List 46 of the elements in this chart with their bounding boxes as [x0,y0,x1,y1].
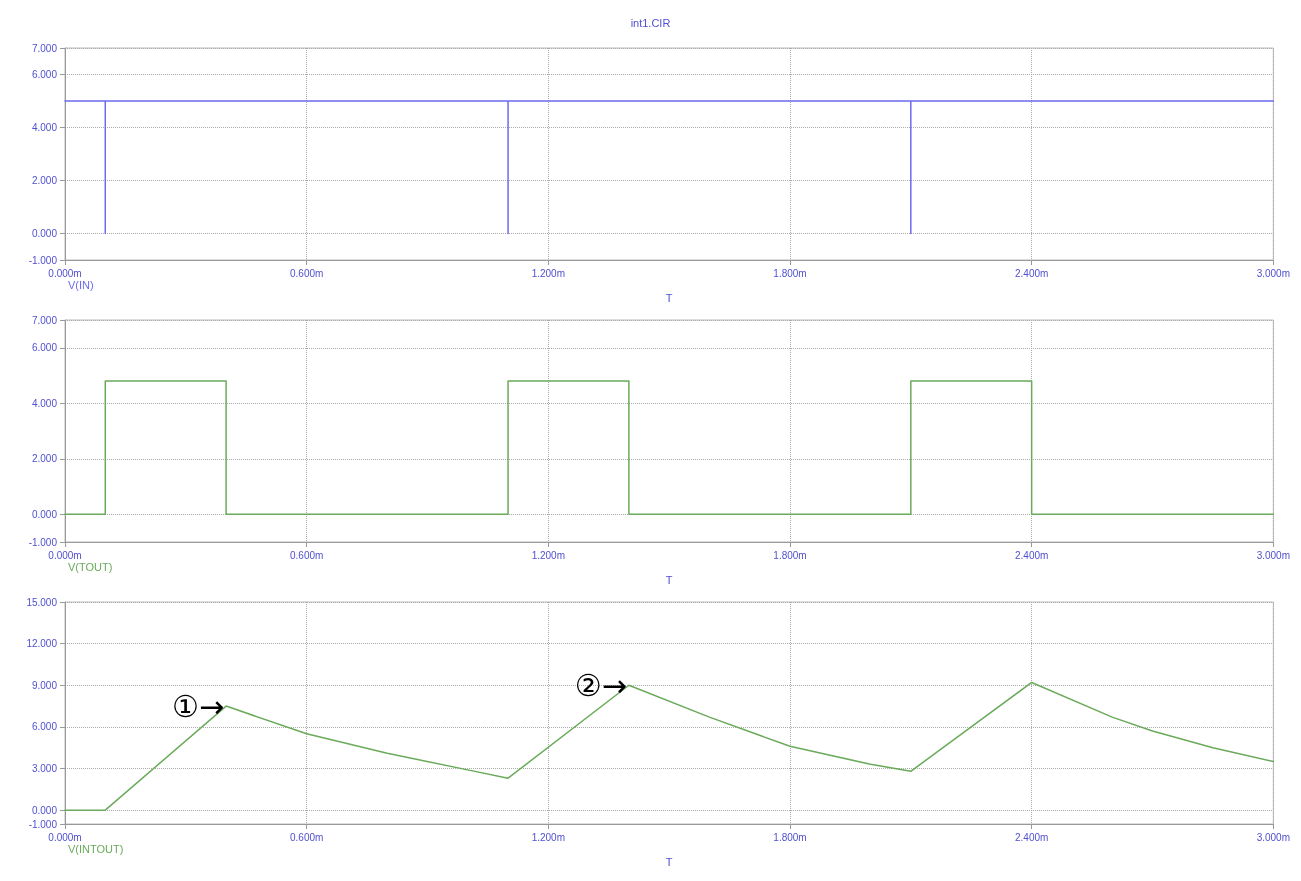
y-tick-label: 3.000 [31,763,58,774]
x-tick-label: 1.200m [531,267,566,279]
x-tick-label: 0.600m [289,549,324,561]
y-tick-label: 4.000 [31,397,58,409]
x-tick-label: 1.800m [773,831,807,843]
x-axis-title: T [665,855,673,868]
x-tick-label: 1.200m [531,831,566,843]
y-tick-label: 0.000 [31,804,58,816]
chart-subtitle: int1.CIR [630,16,671,29]
annotation: ②→ [574,667,627,703]
x-tick-label: 0.600m [289,831,324,843]
y-tick-label: -1.000 [28,254,58,266]
y-tick-label: 6.000 [31,69,58,80]
x-tick-label: 2.400m [1014,831,1049,843]
y-tick-label: 2.000 [31,175,58,186]
x-tick-label: 0.000m [48,549,82,561]
y-tick-label: -1.000 [28,536,58,548]
y-tick-label: 15.000 [26,596,58,608]
y-tick-label: 2.000 [31,453,58,465]
y-tick-label: 6.000 [31,721,58,733]
text: V(TOUT) [68,560,113,573]
x-tick-label: 0.000m [48,267,82,279]
x-tick-label: 0.600m [289,267,324,279]
x-tick-label: 2.400m [1014,549,1049,561]
x-tick-label: 1.200m [531,549,566,561]
x-tick-label: 1.800m [773,549,807,561]
text: V(IN) [68,278,94,291]
y-tick-label: -1.000 [28,818,58,830]
x-tick-label: 1.800m [773,267,807,279]
x-tick-label: 0.000m [48,831,82,843]
annotation: ①→ [172,688,225,724]
y-tick-label: 9.000 [31,679,58,691]
x-axis-title: T [665,291,673,304]
y-tick-label: 4.000 [31,122,58,133]
y-tick-label: 6.000 [31,342,58,354]
y-tick-label: 0.000 [31,508,58,520]
text: V(INTOUT) [68,842,124,855]
x-tick-label: 3.000m [1256,831,1290,843]
y-tick-label: 0.000 [31,228,58,239]
y-tick-label: 12.000 [26,638,58,650]
x-axis-title: T [665,573,673,586]
x-tick-label: 3.000m [1256,549,1290,561]
x-tick-label: 3.000m [1256,267,1290,279]
y-tick-label: 7.000 [31,42,58,54]
x-tick-label: 2.400m [1014,267,1049,279]
y-tick-label: 7.000 [31,314,58,326]
